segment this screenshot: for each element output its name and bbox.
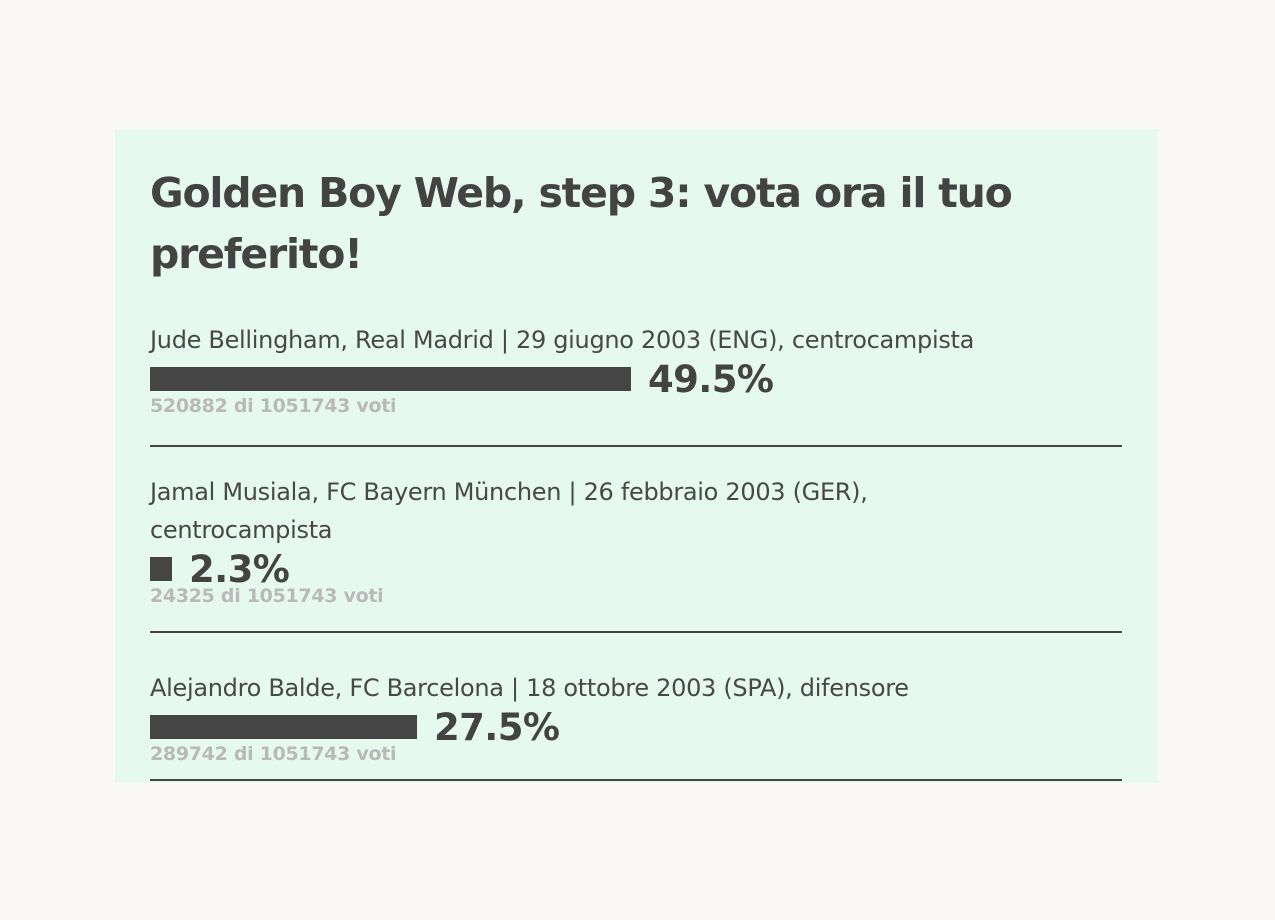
result-percent: 49.5% [648,357,774,401]
vote-count: 24325 di 1051743 voti [150,585,384,607]
result-percent: 27.5% [434,705,560,749]
result-bar [150,557,172,581]
option-label: Jude Bellingham, Real Madrid | 29 giugno… [150,326,975,354]
option-result: 49.5% [150,357,1122,401]
poll-option[interactable]: Jamal Musiala, FC Bayern München | 26 fe… [150,473,1122,633]
poll-option[interactable]: Jude Bellingham, Real Madrid | 29 giugno… [150,321,1122,447]
option-result: 2.3% [150,547,1122,591]
result-percent: 2.3% [189,547,290,591]
option-result: 27.5% [150,705,1122,749]
poll-title: Golden Boy Web, step 3: vota ora il tuo … [150,169,1013,278]
poll-panel: Golden Boy Web, step 3: vota ora il tuo … [115,129,1158,783]
option-label: Alejandro Balde, FC Barcelona | 18 ottob… [150,674,909,702]
result-bar [150,367,631,391]
vote-count: 520882 di 1051743 voti [150,395,397,417]
poll-option[interactable]: Alejandro Balde, FC Barcelona | 18 ottob… [150,669,1122,781]
result-bar [150,715,417,739]
vote-count: 289742 di 1051743 voti [150,743,397,765]
option-label: Jamal Musiala, FC Bayern München | 26 fe… [150,478,868,544]
